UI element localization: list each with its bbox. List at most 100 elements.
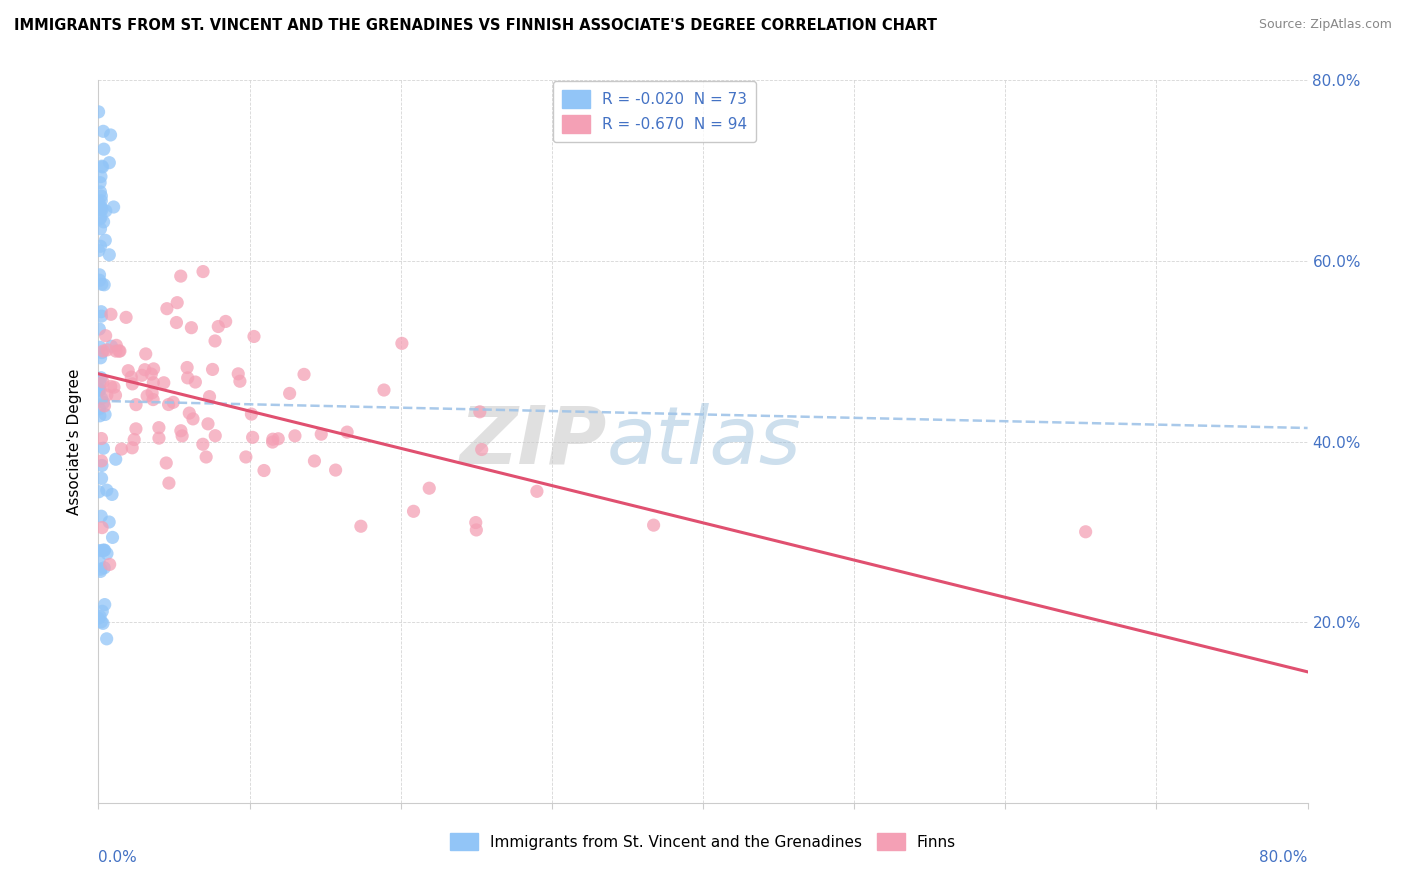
Point <box>89 340 111 354</box>
Point <box>90 309 112 323</box>
Text: atlas: atlas <box>606 402 801 481</box>
Point <box>207 319 229 334</box>
Point <box>136 389 159 403</box>
Point <box>94 233 117 247</box>
Point <box>93 561 115 575</box>
Point <box>94 408 117 422</box>
Point <box>98 558 121 572</box>
Point <box>93 598 115 612</box>
Point <box>108 344 131 359</box>
Point <box>89 185 111 199</box>
Point <box>89 401 111 416</box>
Point <box>91 160 114 174</box>
Point <box>100 379 122 393</box>
Point <box>90 194 112 208</box>
Point <box>93 277 115 292</box>
Point <box>204 334 226 348</box>
Point <box>104 344 127 359</box>
Point <box>93 442 115 456</box>
Point <box>91 375 114 389</box>
Point <box>90 159 112 173</box>
Point <box>179 406 201 420</box>
Point <box>156 301 179 316</box>
Point <box>141 385 163 400</box>
Point <box>87 384 110 398</box>
Point <box>98 155 121 169</box>
Point <box>90 432 112 446</box>
Point <box>96 483 118 498</box>
Text: 80.0%: 80.0% <box>1260 850 1308 865</box>
Point <box>253 463 276 477</box>
Point <box>90 471 112 485</box>
Point <box>142 362 165 376</box>
Point <box>93 399 115 413</box>
Point <box>90 189 112 203</box>
Point <box>104 452 127 467</box>
Point <box>100 339 122 353</box>
Point <box>262 435 284 450</box>
Point <box>96 632 118 646</box>
Point <box>89 376 111 390</box>
Point <box>90 562 112 576</box>
Point <box>204 428 226 442</box>
Point <box>142 392 165 407</box>
Point <box>242 430 264 444</box>
Point <box>125 422 148 436</box>
Point <box>89 383 111 397</box>
Point <box>89 176 111 190</box>
Point <box>103 380 125 394</box>
Point <box>162 395 184 409</box>
Point <box>100 128 122 142</box>
Point <box>243 329 266 343</box>
Point <box>1074 524 1097 539</box>
Point <box>91 344 114 359</box>
Y-axis label: Associate's Degree: Associate's Degree <box>67 368 83 515</box>
Point <box>402 504 425 518</box>
Point <box>90 277 112 292</box>
Point <box>468 405 491 419</box>
Point <box>94 328 117 343</box>
Point <box>148 431 170 445</box>
Point <box>215 314 238 328</box>
Point <box>235 450 257 464</box>
Point <box>471 442 494 457</box>
Point <box>170 269 193 284</box>
Point <box>117 364 139 378</box>
Point <box>87 244 110 258</box>
Point <box>191 264 214 278</box>
Point <box>157 397 180 411</box>
Point <box>90 458 112 473</box>
Point <box>90 210 112 224</box>
Point <box>93 395 115 409</box>
Point <box>240 407 263 421</box>
Point <box>166 295 188 310</box>
Point <box>176 371 198 385</box>
Point <box>284 429 307 443</box>
Point <box>262 432 284 446</box>
Point <box>87 611 110 625</box>
Point <box>201 362 224 376</box>
Point <box>91 124 114 138</box>
Point <box>98 515 121 529</box>
Point <box>93 215 115 229</box>
Point <box>131 368 153 383</box>
Point <box>170 424 193 438</box>
Point <box>278 386 301 401</box>
Point <box>90 200 112 214</box>
Point <box>87 543 110 558</box>
Text: 0.0%: 0.0% <box>98 850 138 865</box>
Point <box>142 376 165 390</box>
Point <box>198 390 221 404</box>
Point <box>184 375 207 389</box>
Point <box>104 388 127 402</box>
Point <box>91 604 114 618</box>
Point <box>172 429 194 443</box>
Point <box>465 523 488 537</box>
Point <box>643 518 665 533</box>
Point <box>304 454 326 468</box>
Point <box>93 543 115 558</box>
Point <box>105 338 128 352</box>
Point <box>89 268 111 282</box>
Point <box>90 454 112 468</box>
Point <box>91 520 114 534</box>
